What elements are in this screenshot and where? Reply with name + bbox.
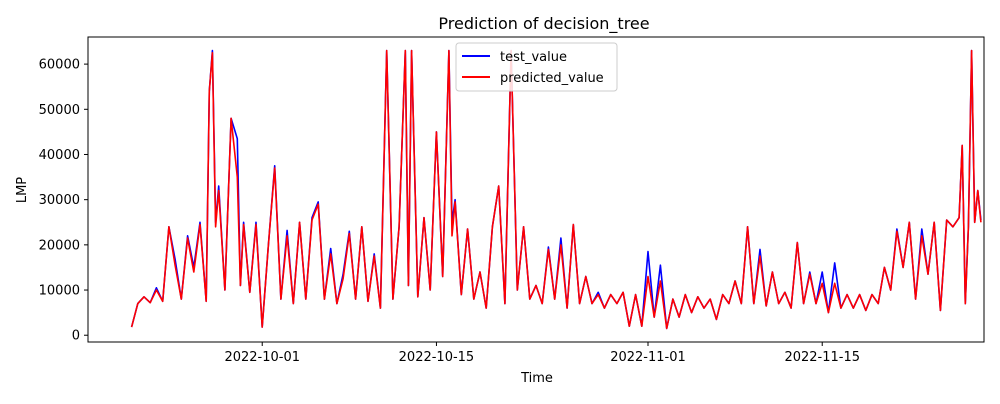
legend-box [455, 42, 618, 92]
y-tick-label: 0 [72, 329, 80, 344]
y-tick-label: 10000 [39, 284, 80, 299]
series-layer [130, 49, 982, 330]
y-tick-label: 40000 [39, 148, 80, 163]
y-axis: 0 10000 20000 30000 40000 50000 60000 [39, 58, 88, 344]
legend-label-test-value: test_value [500, 50, 567, 65]
x-tick-label: 2022-11-01 [610, 350, 686, 365]
y-tick-label: 30000 [39, 193, 80, 208]
x-axis-label: Time [520, 371, 553, 386]
legend-label-predicted-value: predicted_value [500, 71, 604, 86]
plot-frame [87, 36, 985, 343]
x-tick-label: 2022-10-15 [399, 350, 475, 365]
y-tick-label: 50000 [39, 103, 80, 118]
x-axis: 2022-10-01 2022-10-15 2022-11-01 2022-11-15 [224, 342, 860, 365]
legend: test_value predicted_value [455, 42, 618, 92]
x-tick-label: 2022-11-15 [784, 350, 860, 365]
y-tick-label: 20000 [39, 238, 80, 253]
x-tick-label: 2022-10-01 [224, 350, 300, 365]
y-tick-label: 60000 [39, 58, 80, 73]
series-line-predicted-value [130, 49, 982, 330]
y-axis-label: LMP [15, 177, 30, 203]
chart-title: Prediction of decision_tree [438, 14, 649, 34]
